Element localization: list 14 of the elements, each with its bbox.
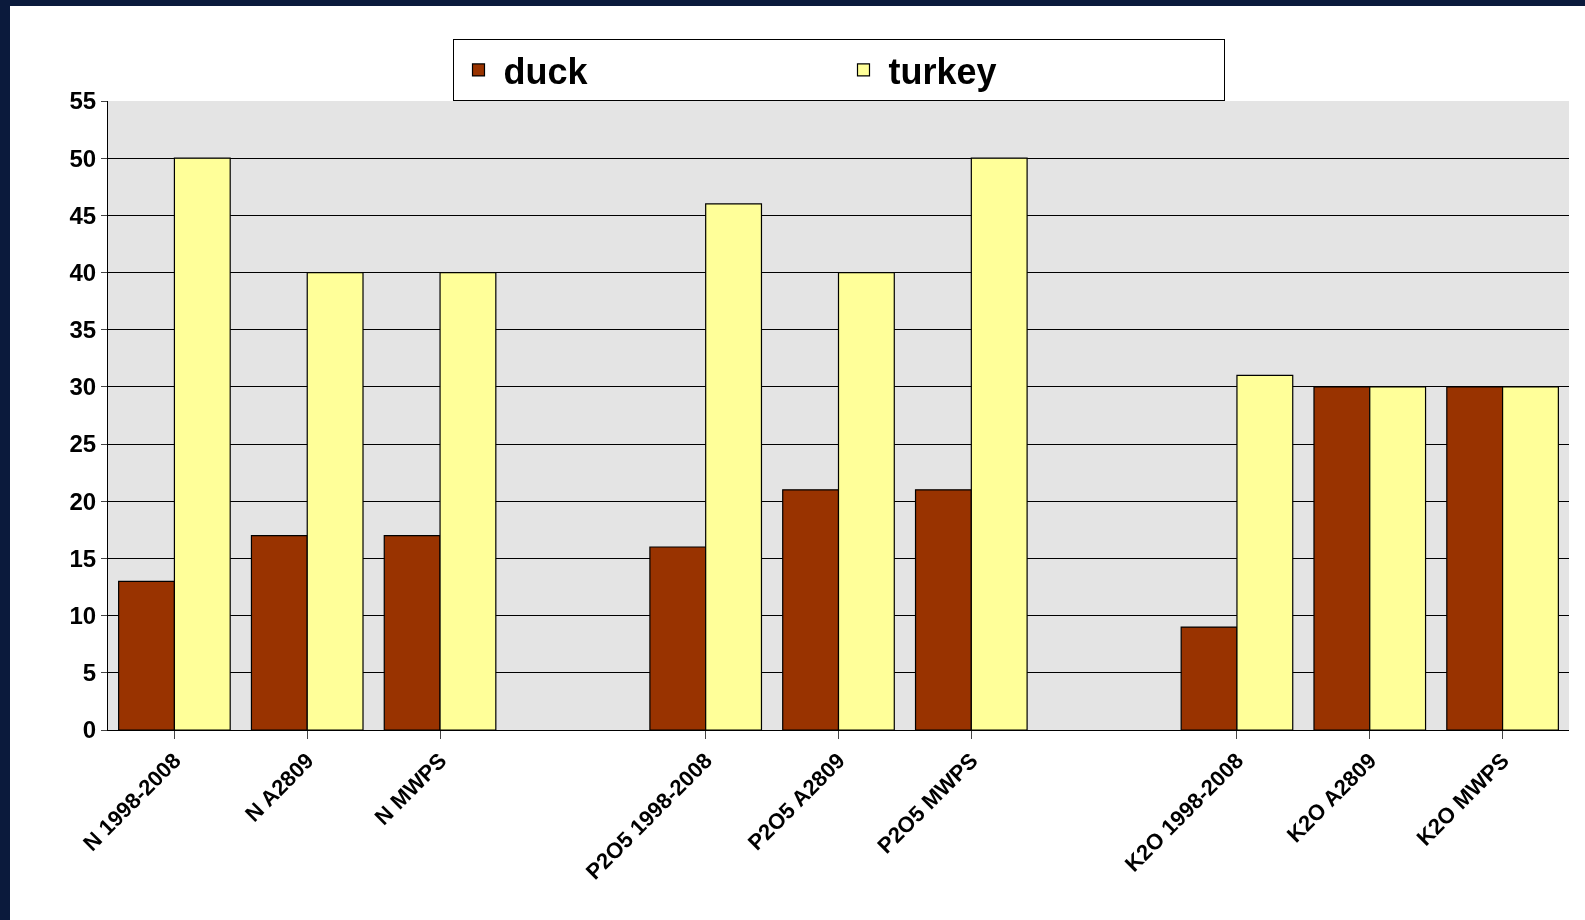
y-tick-label: 20 [69,487,97,515]
y-tick-label: 50 [69,144,97,172]
y-tick-label: 40 [69,258,97,286]
legend-label: duck [503,50,589,92]
legend-label: turkey [888,50,997,92]
y-tick-label: 25 [69,430,97,458]
y-tick-label: 5 [82,659,97,687]
y-tick-label: 35 [69,316,97,344]
y-tick-label: 45 [69,201,97,229]
y-tick-label: 15 [69,544,97,572]
y-tick-label: 10 [69,602,97,630]
y-tick-label: 0 [82,716,97,744]
y-tick-label: 30 [69,373,97,401]
y-tick-label: 55 [69,87,97,115]
